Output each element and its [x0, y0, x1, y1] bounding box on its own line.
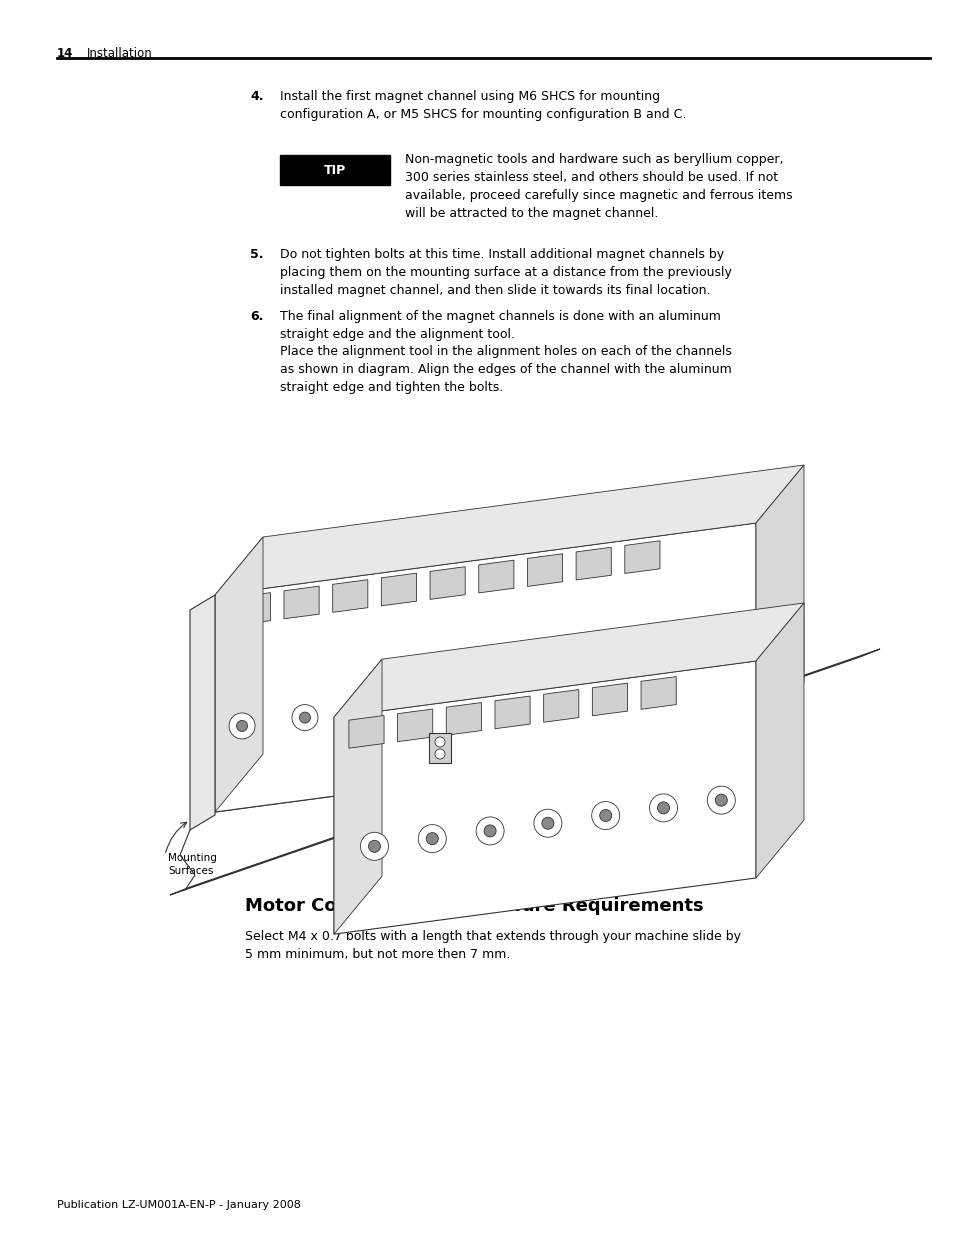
Circle shape	[613, 671, 624, 682]
Circle shape	[368, 840, 380, 852]
Polygon shape	[478, 561, 514, 593]
Bar	[429, 734, 451, 763]
Polygon shape	[214, 466, 803, 595]
Circle shape	[715, 794, 726, 806]
Polygon shape	[381, 573, 416, 606]
Polygon shape	[334, 659, 381, 934]
Polygon shape	[333, 579, 368, 613]
Text: Motor Coil Mounting Hardware Requirements: Motor Coil Mounting Hardware Requirement…	[245, 897, 703, 915]
Circle shape	[425, 695, 436, 706]
Polygon shape	[214, 522, 755, 811]
Text: The final alignment of the magnet channels is done with an aluminum
straight edg: The final alignment of the magnet channe…	[280, 310, 720, 341]
Circle shape	[543, 671, 569, 697]
Circle shape	[669, 655, 695, 680]
Polygon shape	[170, 650, 879, 895]
Circle shape	[541, 818, 554, 829]
Polygon shape	[349, 715, 384, 748]
Text: Non-magnetic tools and hardware such as beryllium copper,
300 series stainless s: Non-magnetic tools and hardware such as …	[405, 153, 792, 220]
Text: 6.: 6.	[250, 310, 263, 324]
Circle shape	[355, 697, 380, 722]
Circle shape	[480, 679, 506, 705]
Polygon shape	[446, 703, 481, 735]
Polygon shape	[430, 567, 465, 599]
Text: Do not tighten bolts at this time. Install additional magnet channels by
placing: Do not tighten bolts at this time. Insta…	[280, 248, 731, 296]
Text: Installation: Installation	[87, 47, 152, 61]
Text: Install the first magnet channel using M6 SHCS for mounting
configuration A, or : Install the first magnet channel using M…	[280, 90, 685, 121]
Polygon shape	[284, 587, 319, 619]
Circle shape	[706, 787, 735, 814]
Text: Publication LZ-UM001A-EN-P - January 2008: Publication LZ-UM001A-EN-P - January 200…	[57, 1200, 300, 1210]
Text: 4.: 4.	[250, 90, 263, 103]
Text: Aluminum Straight Edge: Aluminum Straight Edge	[379, 878, 507, 888]
Polygon shape	[495, 697, 530, 729]
Circle shape	[426, 832, 437, 845]
Circle shape	[534, 809, 561, 837]
Circle shape	[599, 809, 611, 821]
Circle shape	[649, 794, 677, 821]
Text: 14: 14	[57, 47, 73, 61]
Polygon shape	[755, 466, 803, 740]
Text: TIP: TIP	[323, 163, 346, 177]
Polygon shape	[624, 541, 659, 573]
Circle shape	[360, 832, 388, 861]
Circle shape	[657, 802, 669, 814]
Polygon shape	[214, 537, 263, 811]
Circle shape	[417, 825, 446, 852]
Text: Use magnet channel alignment
tool to set spacing of magnet channels.
(Part Numbe: Use magnet channel alignment tool to set…	[569, 793, 776, 830]
Polygon shape	[235, 593, 270, 625]
Polygon shape	[640, 677, 676, 709]
Polygon shape	[527, 553, 562, 587]
Text: Mounting
Surfaces: Mounting Surfaces	[168, 853, 216, 876]
Circle shape	[362, 704, 373, 715]
Text: Place the alignment tool in the alignment holes on each of the channels
as shown: Place the alignment tool in the alignmen…	[280, 345, 731, 394]
Circle shape	[435, 737, 444, 747]
Polygon shape	[576, 547, 611, 580]
Polygon shape	[543, 689, 578, 722]
Circle shape	[299, 713, 310, 722]
Polygon shape	[397, 709, 433, 742]
Circle shape	[435, 748, 444, 760]
Text: Select M4 x 0.7 bolts with a length that extends through your machine slide by
5: Select M4 x 0.7 bolts with a length that…	[245, 930, 740, 961]
Circle shape	[488, 687, 498, 698]
Polygon shape	[755, 603, 803, 878]
Polygon shape	[592, 683, 627, 716]
Circle shape	[292, 705, 317, 731]
Text: 5.: 5.	[250, 248, 263, 261]
FancyBboxPatch shape	[280, 156, 390, 185]
Circle shape	[676, 662, 687, 673]
Circle shape	[606, 663, 632, 689]
Circle shape	[417, 688, 443, 714]
Circle shape	[229, 713, 254, 739]
Circle shape	[236, 720, 247, 731]
Circle shape	[483, 825, 496, 837]
Circle shape	[551, 678, 561, 689]
Circle shape	[476, 816, 503, 845]
Polygon shape	[190, 595, 214, 830]
Polygon shape	[334, 661, 755, 934]
Polygon shape	[334, 603, 803, 718]
Circle shape	[591, 802, 619, 830]
